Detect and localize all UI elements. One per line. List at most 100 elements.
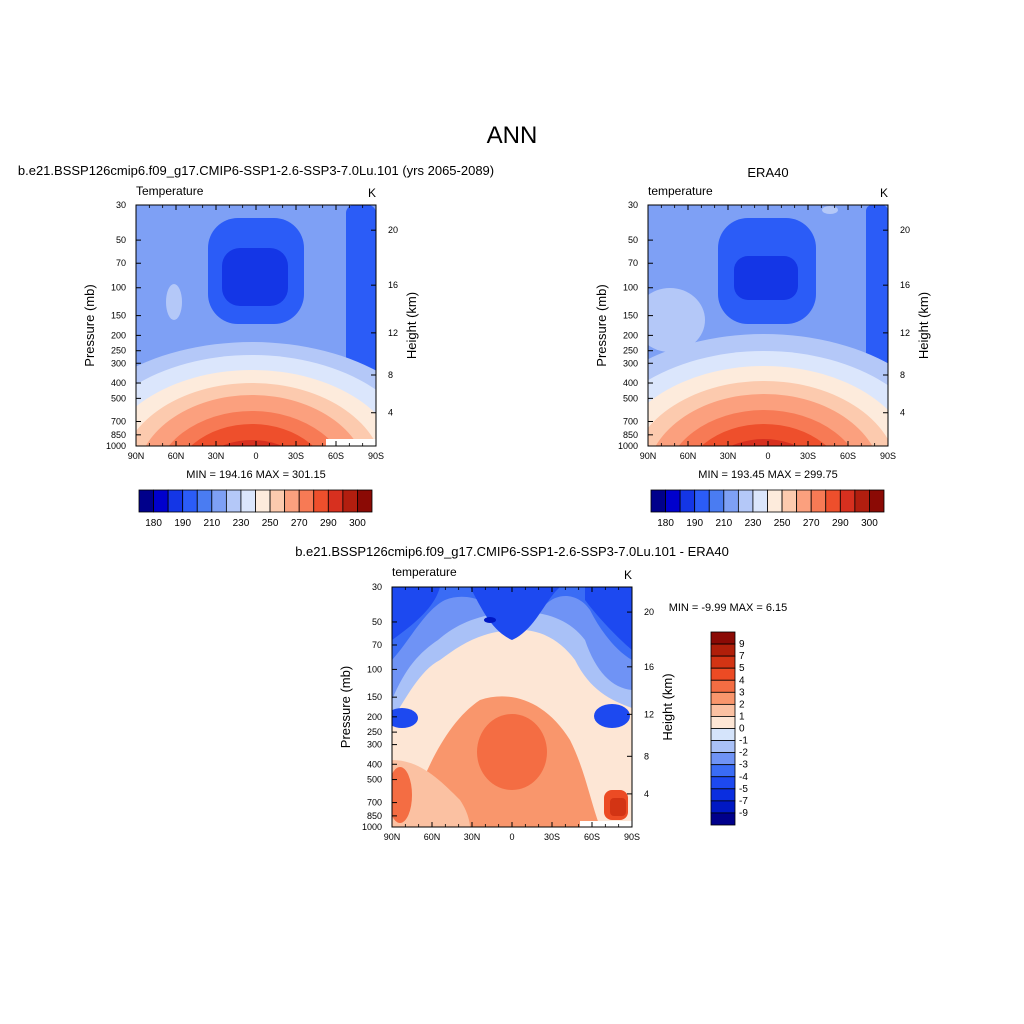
colorbar-swatch [854, 489, 870, 513]
colorbar-label: -3 [739, 760, 748, 771]
contour-field [392, 587, 632, 827]
y-tick-label: 70 [372, 640, 382, 650]
y-right-tick-label: 8 [644, 751, 649, 761]
y-tick-label: 850 [111, 430, 126, 440]
contour-band [392, 708, 418, 728]
y-right-tick-label: 12 [388, 328, 398, 338]
y-tick-label: 50 [628, 235, 638, 245]
y-tick-label: 200 [111, 330, 126, 340]
min-max-stats: MIN = 194.16 MAX = 301.15 [186, 469, 325, 481]
contour-band [392, 767, 412, 823]
y-tick-label: 70 [628, 258, 638, 268]
colorbar-label: 5 [739, 663, 745, 674]
colorbar-swatch [710, 655, 736, 669]
x-tick-label: 60N [680, 451, 697, 461]
y-right-tick-label: 16 [644, 662, 654, 672]
colorbar-swatch [650, 489, 666, 513]
colorbar-swatch [196, 489, 213, 513]
y-right-tick-label: 8 [900, 370, 905, 380]
x-tick-label: 60N [424, 832, 441, 842]
y-right-tick-label: 12 [900, 328, 910, 338]
y-right-tick-label: 4 [644, 789, 649, 799]
y-tick-label: 850 [367, 811, 382, 821]
colorbar-swatch [298, 489, 315, 513]
axes: 90N 60N 30N 0 30S 60S 90S 30 50 70 100 150 200 250 300… [594, 200, 931, 461]
colorbar-swatch [313, 489, 329, 513]
y-right-tick-label: 12 [644, 709, 654, 719]
x-tick-label: 0 [765, 451, 770, 461]
colorbar-label: 270 [803, 518, 820, 529]
y-tick-label: 30 [116, 200, 126, 210]
y-right-tick-label: 16 [900, 280, 910, 290]
colorbar-label: 0 [739, 724, 745, 735]
colorbar-label: -7 [739, 796, 748, 807]
colorbar-label: 210 [203, 518, 220, 529]
y-tick-label: 1000 [106, 441, 126, 451]
colorbar-swatch [752, 489, 768, 513]
colorbar-label: 180 [657, 518, 674, 529]
colorbar-swatch [810, 489, 827, 513]
colorbar: 180 190 210 230 250 270 290 300 [138, 489, 373, 529]
y-right-tick-label: 16 [388, 280, 398, 290]
y-right-axis-label: Height (km) [660, 673, 675, 740]
y-tick-label: 250 [111, 346, 126, 356]
contour-band [822, 206, 838, 214]
y-tick-label: 30 [372, 582, 382, 592]
x-tick-label: 30S [288, 451, 304, 461]
colorbar-swatch [710, 812, 736, 826]
panel-title: b.e21.BSSP126cmip6.f09_g17.CMIP6-SSP1-2.… [18, 163, 494, 178]
contour-band [731, 439, 797, 446]
colorbar-swatch [781, 489, 798, 513]
contour-band [610, 798, 626, 816]
colorbar-label: 190 [686, 518, 703, 529]
y-tick-label: 200 [623, 330, 638, 340]
colorbar-label: -4 [739, 772, 748, 783]
x-tick-label: 30N [464, 832, 481, 842]
y-tick-label: 700 [367, 798, 382, 808]
y-tick-label: 250 [367, 727, 382, 737]
contour-band [594, 704, 630, 728]
colorbar-swatch [182, 489, 198, 513]
colorbar-swatch [342, 489, 358, 513]
y-tick-label: 850 [623, 430, 638, 440]
x-tick-label: 90S [624, 832, 640, 842]
colorbar-swatch [869, 489, 885, 513]
panel-difference: b.e21.BSSP126cmip6.f09_g17.CMIP6-SSP1-2.… [295, 544, 787, 842]
y-right-tick-label: 8 [388, 370, 393, 380]
y-tick-label: 500 [623, 393, 638, 403]
y-right-axis-label: Height (km) [404, 292, 419, 359]
colorbar-label: -5 [739, 784, 748, 795]
colorbar-swatch [710, 643, 736, 657]
x-tick-label: 60N [168, 451, 185, 461]
panel-units: K [880, 186, 888, 200]
x-tick-label: 30S [800, 451, 816, 461]
colorbar-swatch [710, 800, 736, 814]
y-right-axis-label: Height (km) [916, 292, 931, 359]
colorbar-swatch [723, 489, 739, 513]
colorbar: 180 190 210 230 250 270 290 300 [650, 489, 885, 529]
colorbar-swatch [211, 489, 227, 513]
colorbar-swatch [710, 667, 736, 681]
y-tick-label: 400 [367, 759, 382, 769]
colorbar-swatch [710, 740, 736, 754]
colorbar-swatch [694, 489, 710, 513]
panel-title: ERA40 [747, 165, 788, 180]
panel-subtitle-left: temperature [392, 565, 457, 579]
x-tick-label: 60S [840, 451, 856, 461]
x-tick-label: 90N [384, 832, 401, 842]
colorbar-label: 250 [262, 518, 279, 529]
x-tick-label: 0 [509, 832, 514, 842]
contour-band [190, 424, 314, 446]
colorbar-swatch [225, 489, 242, 513]
colorbar-swatch [138, 489, 154, 513]
panel-subtitle-left: temperature [648, 184, 713, 198]
x-tick-label: 60S [328, 451, 344, 461]
colorbar-swatch [710, 728, 736, 741]
axes: 90N 60N 30N 0 30S 60S 90S 30 50 70 100 150 200 250 300… [338, 582, 675, 842]
contour-field [648, 205, 888, 446]
y-tick-label: 300 [623, 358, 638, 368]
x-tick-label: 60S [584, 832, 600, 842]
panel-model: b.e21.BSSP126cmip6.f09_g17.CMIP6-SSP1-2.… [18, 163, 494, 529]
y-tick-label: 1000 [362, 822, 382, 832]
colorbar-swatch [710, 679, 736, 693]
